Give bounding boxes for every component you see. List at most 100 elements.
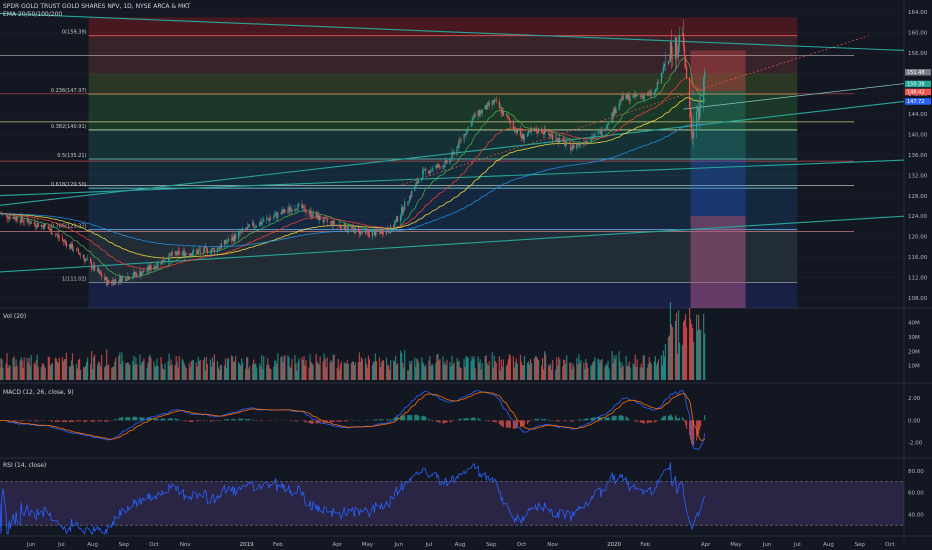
candle-body bbox=[146, 270, 148, 273]
volume-bar bbox=[533, 358, 536, 380]
volume-bar bbox=[557, 365, 559, 380]
volume-tick-label: 10M bbox=[908, 364, 920, 370]
macd-histogram-bar bbox=[226, 419, 229, 421]
time-axis-tick-label: Jun bbox=[26, 542, 36, 548]
candle-body bbox=[175, 252, 177, 255]
candle-body bbox=[216, 247, 219, 253]
candle-body bbox=[621, 95, 623, 101]
volume-bar bbox=[463, 359, 465, 380]
macd-histogram-bar bbox=[56, 420, 58, 422]
rsi-tick-label: 80.00 bbox=[908, 469, 924, 475]
volume-bar bbox=[382, 360, 385, 380]
volume-bar bbox=[217, 367, 220, 380]
macd-histogram-bar bbox=[322, 420, 324, 424]
volume-bar bbox=[393, 360, 395, 380]
macd-histogram-bar bbox=[91, 420, 93, 422]
volume-bar bbox=[479, 359, 481, 380]
volume-bar bbox=[254, 363, 256, 380]
candle-body bbox=[670, 42, 673, 58]
macd-histogram-bar bbox=[453, 420, 455, 421]
volume-bar bbox=[69, 366, 72, 380]
volume-bar bbox=[464, 366, 466, 380]
macd-histogram-bar bbox=[683, 420, 686, 422]
candle-body bbox=[217, 247, 220, 249]
candle-body bbox=[452, 151, 454, 153]
macd-histogram-bar bbox=[121, 417, 123, 421]
candle-body bbox=[366, 231, 369, 233]
macd-histogram-bar bbox=[526, 420, 529, 424]
macd-histogram-bar bbox=[141, 417, 143, 421]
candle-body bbox=[443, 165, 445, 167]
candle-body bbox=[618, 103, 620, 111]
volume-bar bbox=[569, 362, 571, 380]
macd-histogram-bar bbox=[75, 420, 78, 422]
volume-bar bbox=[233, 361, 236, 380]
volume-bar bbox=[185, 368, 187, 380]
candle-body bbox=[577, 144, 579, 146]
volume-bar bbox=[543, 369, 545, 380]
macd-histogram-bar bbox=[614, 415, 616, 421]
time-axis-tick-label: Apr bbox=[332, 542, 342, 548]
volume-bar bbox=[604, 366, 606, 380]
candle-body bbox=[49, 228, 51, 230]
candle-body bbox=[632, 95, 634, 99]
volume-bar bbox=[366, 367, 369, 380]
macd-histogram-bar bbox=[188, 420, 190, 422]
candle-body bbox=[119, 276, 121, 282]
candle-body bbox=[380, 229, 383, 234]
volume-bar bbox=[126, 363, 128, 380]
candle-body bbox=[168, 253, 170, 261]
candle-body bbox=[418, 180, 420, 183]
volume-bar bbox=[121, 352, 123, 380]
volume-bar bbox=[417, 359, 419, 380]
macd-histogram-bar bbox=[183, 420, 185, 422]
candle-body bbox=[365, 230, 368, 232]
volume-bar bbox=[401, 352, 403, 380]
candle-body bbox=[139, 271, 141, 277]
macd-histogram-bar bbox=[598, 416, 600, 421]
macd-histogram-bar bbox=[519, 420, 522, 428]
volume-bar bbox=[449, 361, 451, 380]
volume-bar bbox=[466, 357, 468, 380]
candle-body bbox=[551, 134, 553, 135]
candle-body bbox=[660, 73, 662, 84]
candle-body bbox=[381, 229, 384, 235]
macd-histogram-bar bbox=[587, 418, 589, 421]
volume-bar bbox=[64, 358, 67, 380]
macd-histogram-bar bbox=[22, 420, 24, 422]
macd-histogram-bar bbox=[37, 420, 39, 422]
candle-body bbox=[135, 273, 137, 275]
candle-body bbox=[661, 73, 663, 74]
macd-histogram-bar bbox=[615, 416, 617, 421]
candle-body bbox=[233, 234, 236, 241]
macd-histogram-bar bbox=[559, 420, 561, 422]
trendline-mid bbox=[0, 159, 905, 197]
candle-body bbox=[318, 215, 320, 221]
macd-histogram-bar bbox=[197, 420, 199, 422]
candle-body bbox=[218, 247, 221, 249]
volume-bar bbox=[615, 355, 617, 380]
macd-histogram-bar bbox=[136, 417, 138, 421]
volume-bar bbox=[58, 357, 60, 380]
trendline-short bbox=[683, 83, 905, 110]
candle-body bbox=[484, 105, 486, 110]
macd-histogram-bar bbox=[591, 417, 593, 421]
candle-body bbox=[178, 251, 180, 255]
volume-bar bbox=[499, 370, 501, 380]
volume-bar bbox=[643, 355, 645, 380]
candle-body bbox=[555, 139, 557, 141]
macd-histogram-bar bbox=[191, 420, 193, 422]
candle-body bbox=[127, 276, 129, 281]
macd-histogram-bar bbox=[424, 416, 426, 421]
volume-bar bbox=[205, 356, 207, 380]
candle-body bbox=[635, 94, 637, 97]
macd-histogram-bar bbox=[643, 420, 645, 424]
volume-bar bbox=[354, 362, 356, 380]
volume-bar bbox=[168, 353, 170, 380]
macd-histogram-bar bbox=[556, 420, 558, 422]
volume-bar bbox=[372, 361, 375, 380]
volume-bar bbox=[108, 364, 110, 380]
volume-bar bbox=[471, 356, 473, 380]
candle-body bbox=[465, 133, 467, 136]
